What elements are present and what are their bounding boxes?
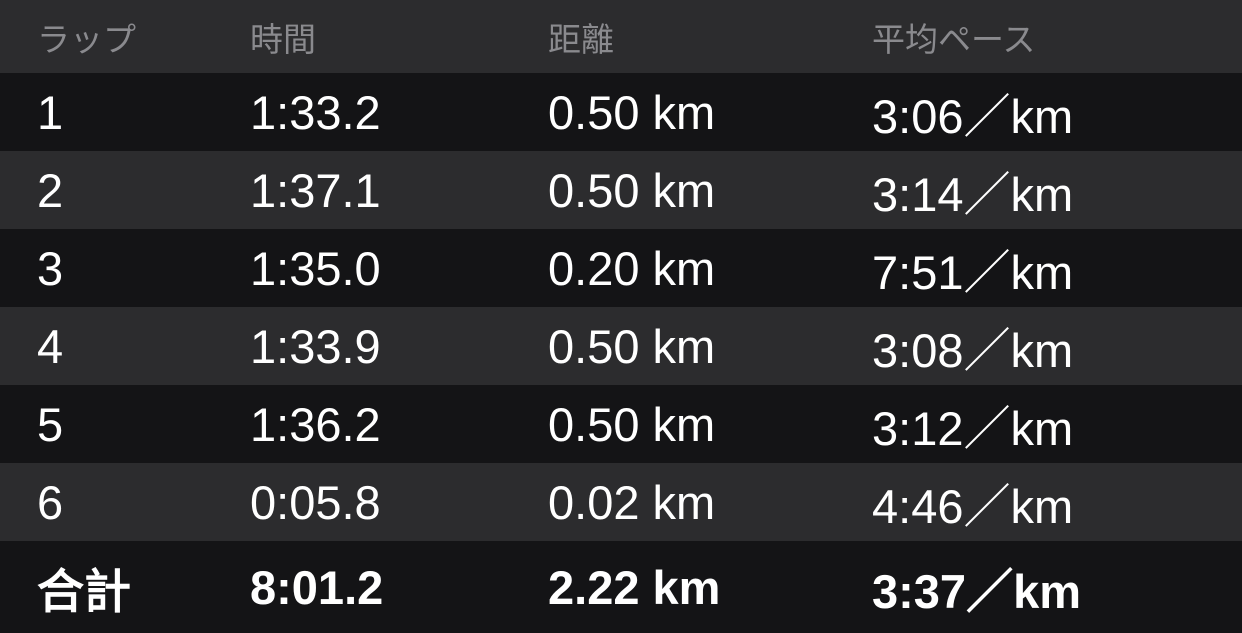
table-row: 2 1:37.1 0.50 km 3:14／km — [0, 151, 1242, 229]
distance-cell: 0.20 km — [548, 241, 716, 295]
time-cell: 1:33.9 — [250, 319, 381, 373]
time-cell: 1:35.0 — [250, 241, 381, 295]
pace-cell: 3:08／km — [872, 323, 1074, 377]
table-row: 6 0:05.8 0.02 km 4:46／km — [0, 463, 1242, 541]
lap-cell: 1 — [37, 85, 64, 139]
table-row: 5 1:36.2 0.50 km 3:12／km — [0, 385, 1242, 463]
time-cell: 1:33.2 — [250, 85, 381, 139]
table-row: 3 1:35.0 0.20 km 7:51／km — [0, 229, 1242, 307]
total-pace-cell: 3:37／km — [872, 564, 1081, 618]
distance-cell: 0.02 km — [548, 475, 716, 529]
distance-cell: 0.50 km — [548, 85, 716, 139]
total-time-cell: 8:01.2 — [250, 560, 384, 614]
pace-cell: 7:51／km — [872, 245, 1074, 299]
column-header-lap: ラップ — [37, 20, 136, 58]
table-header-row: ラップ 時間 距離 平均ペース — [0, 0, 1242, 73]
time-cell: 1:36.2 — [250, 397, 381, 451]
lap-cell: 2 — [37, 163, 64, 217]
table-total-row: 合計 8:01.2 2.22 km 3:37／km — [0, 541, 1242, 633]
total-distance-cell: 2.22 km — [548, 560, 721, 614]
lap-cell: 4 — [37, 319, 64, 373]
table-row: 4 1:33.9 0.50 km 3:08／km — [0, 307, 1242, 385]
pace-cell: 4:46／km — [872, 479, 1074, 533]
time-cell: 0:05.8 — [250, 475, 381, 529]
time-cell: 1:37.1 — [250, 163, 381, 217]
pace-cell: 3:14／km — [872, 167, 1074, 221]
lap-cell: 6 — [37, 475, 64, 529]
distance-cell: 0.50 km — [548, 163, 716, 217]
lap-cell: 3 — [37, 241, 64, 295]
column-header-time: 時間 — [250, 20, 316, 58]
pace-cell: 3:12／km — [872, 401, 1074, 455]
column-header-distance: 距離 — [548, 20, 614, 58]
table-row: 1 1:33.2 0.50 km 3:06／km — [0, 73, 1242, 151]
pace-cell: 3:06／km — [872, 89, 1074, 143]
distance-cell: 0.50 km — [548, 319, 716, 373]
column-header-pace: 平均ペース — [872, 20, 1036, 58]
lap-cell: 5 — [37, 397, 64, 451]
total-label-cell: 合計 — [37, 564, 131, 618]
distance-cell: 0.50 km — [548, 397, 716, 451]
